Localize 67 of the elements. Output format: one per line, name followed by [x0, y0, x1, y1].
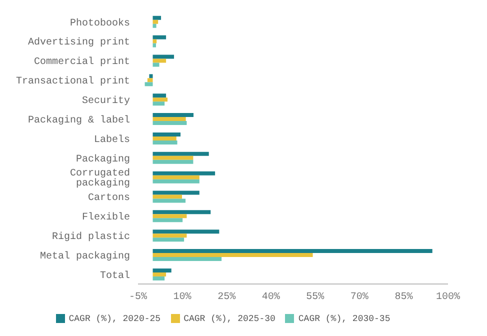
bar [152, 238, 184, 242]
bar [152, 140, 178, 144]
bar [152, 54, 174, 59]
bar [152, 113, 194, 118]
y-tick-label: Photobooks [70, 17, 130, 30]
x-tick-label: -5% [128, 292, 148, 304]
bar [152, 102, 165, 106]
x-tick-label: 70% [350, 292, 368, 304]
x-tick-label: 25% [218, 292, 236, 304]
y-tick-label: Total [100, 270, 130, 282]
bar [149, 74, 153, 78]
bar [152, 43, 156, 48]
bar [152, 16, 162, 20]
bar [152, 175, 200, 180]
bar [152, 253, 313, 258]
y-tick-label: Metal packaging [40, 250, 130, 262]
y-tick-label: Packaging [76, 153, 130, 166]
bar [152, 171, 216, 176]
bar [152, 210, 211, 214]
legend-label: CAGR (%), 2030-35 [298, 314, 390, 324]
bar [152, 156, 194, 160]
bar [144, 82, 153, 86]
bar [152, 35, 166, 40]
y-tick-label: Commercial print [34, 56, 130, 68]
bar [152, 218, 183, 222]
bar [152, 230, 220, 234]
y-tick-label: Labels [94, 134, 130, 146]
bar [152, 136, 176, 140]
bar [152, 214, 187, 218]
bar [152, 268, 172, 272]
bar [152, 98, 168, 102]
bar [152, 39, 157, 44]
y-tick-label: Transactional print [16, 76, 130, 88]
legend-label: CAGR (%), 2025-30 [184, 314, 276, 324]
bar [152, 121, 187, 126]
bar [152, 190, 200, 195]
bar [152, 160, 194, 164]
x-tick-label: 40% [262, 292, 280, 304]
y-tick-label: Advertising print [28, 36, 130, 49]
y-tick-label: Security [82, 94, 130, 107]
bar [152, 20, 158, 24]
bar [152, 194, 182, 199]
y-tick-label: Rigid plastic [52, 230, 130, 243]
bar [152, 234, 187, 238]
bar [152, 117, 186, 122]
x-tick-label: 55% [306, 292, 324, 304]
bar [152, 179, 200, 184]
bar [152, 272, 166, 276]
legend-label: CAGR (%), 2020-25 [68, 314, 161, 324]
bar [152, 62, 160, 67]
bar [152, 257, 222, 262]
bar [152, 24, 156, 28]
x-tick-label: 100% [436, 292, 460, 304]
y-tick-label: Cartons [88, 193, 130, 204]
y-tick-label: Corrugated packaging [70, 168, 130, 190]
y-tick-label: Flexible [82, 212, 130, 224]
bar [152, 94, 166, 98]
bar [152, 249, 432, 254]
bar [152, 58, 166, 63]
bar [152, 132, 181, 136]
bar [152, 276, 165, 280]
bar [147, 78, 153, 82]
y-tick-label: Packaging & label [28, 114, 130, 126]
bar [152, 198, 186, 203]
bar [152, 152, 209, 156]
x-tick-label: 10% [173, 292, 192, 304]
x-tick-label: 85% [394, 292, 413, 304]
